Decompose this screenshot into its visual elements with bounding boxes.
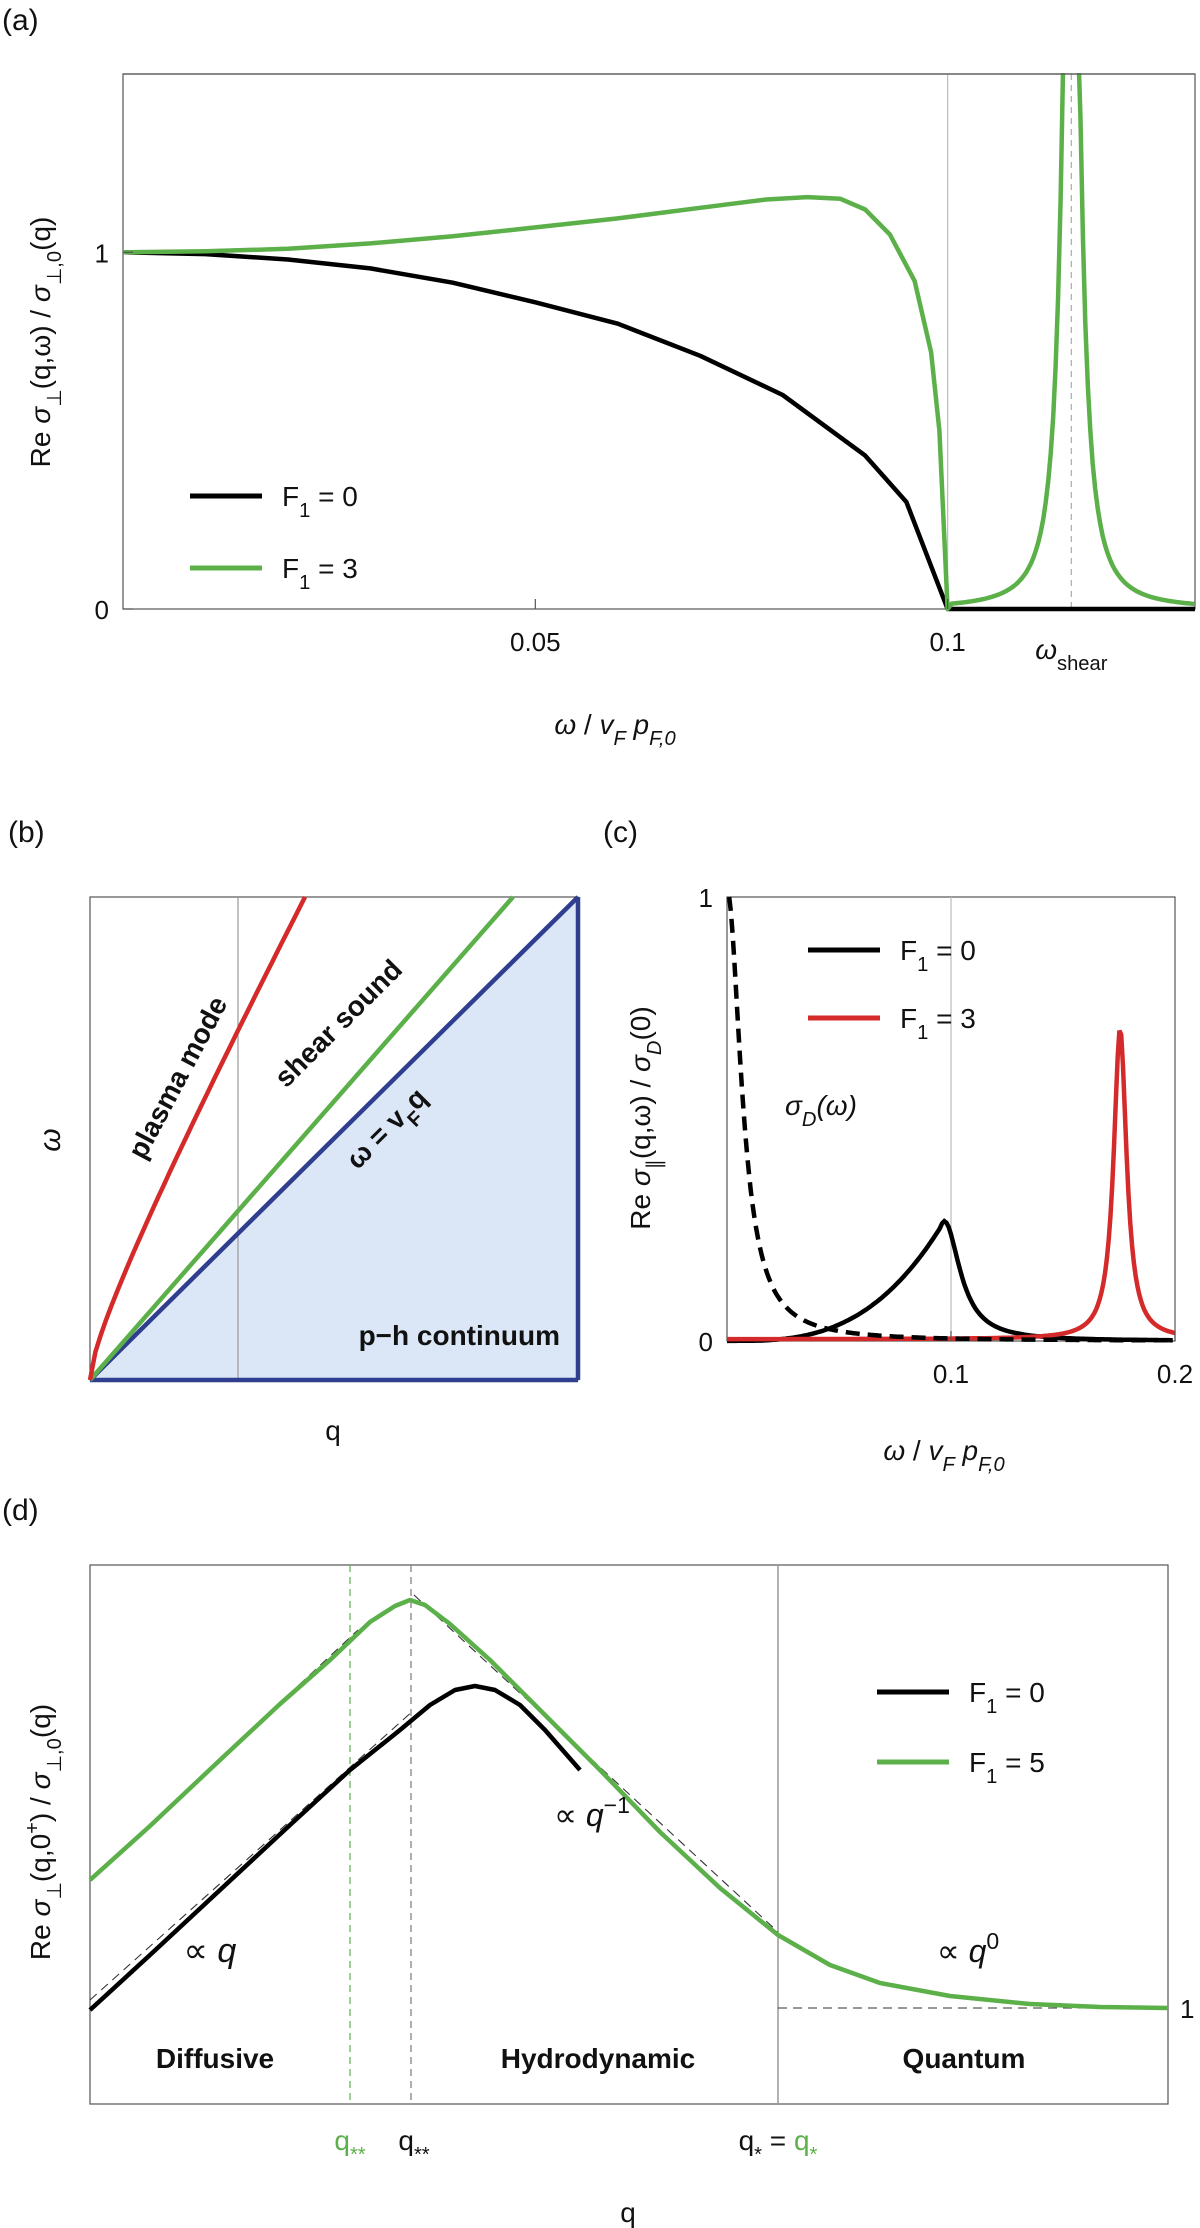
clip-cover [123,0,1195,73]
x-tick-label: 0.1 [933,1359,969,1389]
x-axis-label: ω / vF pF,0 [554,709,676,750]
x-tick-label: 0.05 [510,627,561,657]
q-star-star-black-label: q** [398,2125,429,2166]
q-star-label: q* = q* [739,2125,818,2166]
x-tick-label: 0.1 [930,627,966,657]
x-tick-label: 0.2 [1157,1359,1193,1389]
panel-a: (a) 0 1 0.05 0.1 ωshear ω / vF pF,0 Re σ⊥(q,ω) … [2,0,1196,750]
legend-label: F1 = 5 [969,1747,1045,1788]
region-hydrodynamic: Hydrodynamic [501,2043,696,2074]
x-axis-label: ω / vF pF,0 [883,1435,1005,1476]
omega-shear-label: ωshear [1035,634,1108,675]
legend-label: F1 = 0 [282,481,358,522]
y-tick-label: 1 [699,883,713,913]
asymptote-black-linear [89,1709,415,2001]
x-axis-label: q [325,1415,341,1446]
q-star-star-green-label: q** [334,2125,365,2166]
y-axis-label: Re σ⊥(q,0+) / σ⊥,0(q) [22,1704,66,1960]
region-quantum: Quantum [903,2043,1026,2074]
y-tick-label: 0 [95,595,109,625]
y-tick-label: 0 [699,1327,713,1357]
y-axis-label: Re σ⊥(q,ω) / σ⊥,0(q) [25,217,66,468]
legend-label: F1 = 3 [900,1003,976,1044]
shear-sound-label: shear sound [268,953,408,1093]
scaling-inverse: ∝ q−1 [554,1792,630,1833]
x-axis-label: q [620,2197,636,2228]
legend-label: F1 = 0 [900,935,976,976]
scaling-linear: ∝ q [184,1932,237,1970]
y-axis-label: Re σ∥(q,ω) / σD(0) [625,1006,666,1229]
panel-label: (d) [2,1494,39,1527]
vf-line [88,895,580,1382]
panel-c: (c) 0 1 0.1 0.2 σD(ω) F1 = 0 F1 = 3 ω / vF pF,0 R… [603,816,1193,1476]
continuum-label: p−h continuum [359,1320,560,1351]
series-line-f1-3 [122,36,1195,612]
y-tick-label: 1 [95,238,109,268]
series-line-f1-5 [88,1597,1169,2011]
series-line-drude [726,896,1174,1343]
plot-frame [89,1564,1169,2105]
panel-d: (d) 1 Diffusive Hydrodynamic Quantum ∝ q ∝ q−1… [2,1494,1194,2228]
region-diffusive: Diffusive [156,2043,274,2074]
panel-label: (c) [603,816,638,849]
series-line-f1-0 [122,250,1195,612]
drude-label: σD(ω) [785,1090,857,1131]
plasma-mode-curve [87,895,308,1381]
scaling-constant: ∝ q0 [937,1928,999,1969]
legend-label: F1 = 3 [282,553,358,594]
legend-label: F1 = 0 [969,1677,1045,1718]
panel-label: (a) [2,4,39,37]
right-tick-label: 1 [1180,1994,1194,2024]
shear-sound-line [88,895,515,1382]
y-axis-label: ω [34,1128,67,1151]
series-line-f1-0 [88,1683,582,2012]
panel-label: (b) [8,816,45,849]
